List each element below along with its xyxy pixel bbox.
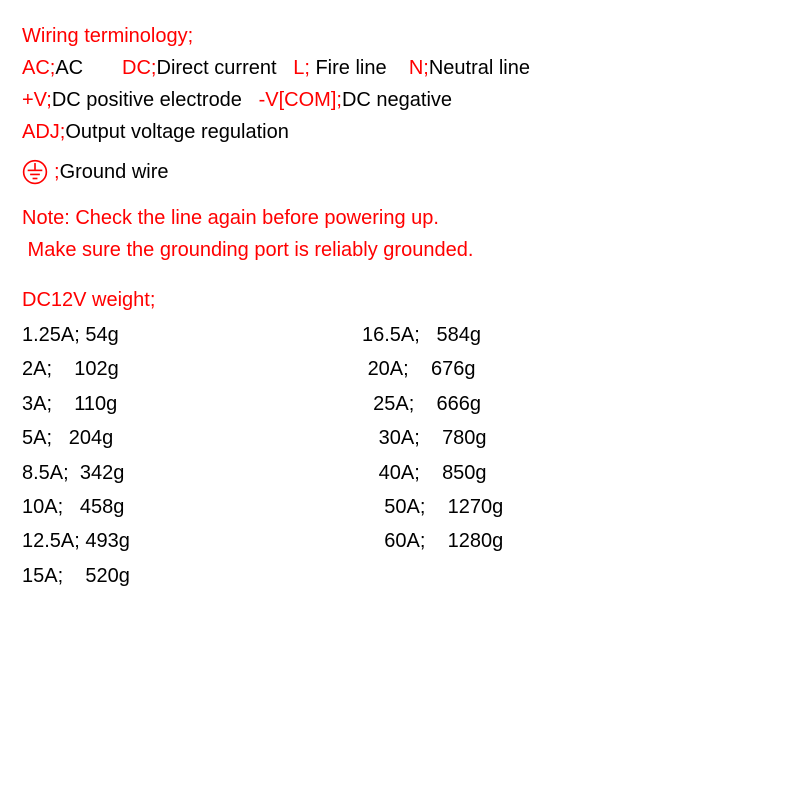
weight-value: 458g bbox=[80, 496, 125, 518]
adj-value: Output voltage regulation bbox=[65, 121, 289, 143]
negv-label: -V[COM]; bbox=[259, 89, 342, 111]
weight-row: 2A; 102g bbox=[22, 352, 362, 386]
weight-value: 493g bbox=[85, 530, 130, 552]
weight-amp: 5A; bbox=[22, 427, 52, 449]
note-line-1: Note: Check the line again before poweri… bbox=[22, 202, 780, 234]
weight-row: 1.25A; 54g bbox=[22, 318, 362, 352]
spacer bbox=[420, 324, 437, 346]
spacer bbox=[242, 89, 259, 111]
weight-amp: 20A; bbox=[368, 358, 409, 380]
weight-value: 204g bbox=[69, 427, 114, 449]
spacer bbox=[409, 358, 431, 380]
weight-value: 584g bbox=[437, 324, 482, 346]
weight-row: 50A; 1270g bbox=[362, 490, 503, 524]
weight-value: 850g bbox=[442, 462, 487, 484]
weight-amp: 3A; bbox=[22, 393, 52, 415]
weight-value: 520g bbox=[85, 565, 130, 587]
ground-value: Ground wire bbox=[60, 156, 169, 188]
weight-amp: 12.5A; bbox=[22, 530, 80, 552]
spacer bbox=[425, 496, 447, 518]
weight-amp: 30A; bbox=[379, 427, 420, 449]
weight-amp: 60A; bbox=[384, 530, 425, 552]
spacer bbox=[52, 358, 74, 380]
terminology-line-2: AC;AC DC;Direct current L; Fire line N;N… bbox=[22, 52, 780, 84]
ground-icon bbox=[22, 159, 48, 185]
weight-row: 12.5A; 493g bbox=[22, 524, 362, 558]
weight-row: 60A; 1280g bbox=[362, 524, 503, 558]
weight-row: 3A; 110g bbox=[22, 387, 362, 421]
weight-value: 54g bbox=[85, 324, 118, 346]
weight-amp: 15A; bbox=[22, 565, 63, 587]
weight-row: 30A; 780g bbox=[362, 421, 503, 455]
spacer bbox=[362, 462, 379, 484]
weight-value: 342g bbox=[80, 462, 125, 484]
spacer bbox=[420, 427, 442, 449]
dc-value: Direct current bbox=[157, 57, 277, 79]
spacer bbox=[387, 57, 409, 79]
note-line-2: Make sure the grounding port is reliably… bbox=[22, 234, 780, 266]
weight-row: 25A; 666g bbox=[362, 387, 503, 421]
negv-value: DC negative bbox=[342, 89, 452, 111]
weight-value: 780g bbox=[442, 427, 487, 449]
weight-row: 15A; 520g bbox=[22, 559, 362, 593]
weight-value: 102g bbox=[74, 358, 119, 380]
l-value: Fire line bbox=[310, 57, 387, 79]
weight-value: 110g bbox=[74, 393, 117, 415]
weight-value: 1270g bbox=[448, 496, 504, 518]
weights-col-1: 1.25A; 54g 2A; 102g 3A; 110g 5A; 204g 8.… bbox=[22, 318, 362, 593]
weight-amp: 25A; bbox=[373, 393, 414, 415]
spacer bbox=[420, 462, 442, 484]
weight-amp: 50A; bbox=[384, 496, 425, 518]
weight-amp: 2A; bbox=[22, 358, 52, 380]
terminology-line-3: +V;DC positive electrode -V[COM];DC nega… bbox=[22, 84, 780, 116]
weight-amp: 10A; bbox=[22, 496, 63, 518]
weights-col-2: 16.5A; 584g 20A; 676g 25A; 666g 30A; 780… bbox=[362, 318, 503, 593]
weight-row: 40A; 850g bbox=[362, 456, 503, 490]
weight-row: 8.5A; 342g bbox=[22, 456, 362, 490]
weight-value: 1280g bbox=[448, 530, 504, 552]
weight-row: 16.5A; 584g bbox=[362, 318, 503, 352]
posv-label: +V; bbox=[22, 89, 52, 111]
dc-label: DC; bbox=[122, 57, 156, 79]
posv-value: DC positive electrode bbox=[52, 89, 242, 111]
ground-row: ; Ground wire bbox=[22, 156, 780, 188]
spacer bbox=[362, 393, 373, 415]
weight-amp: 40A; bbox=[379, 462, 420, 484]
weight-amp: 16.5A; bbox=[362, 324, 420, 346]
spacer bbox=[69, 462, 80, 484]
weight-row: 10A; 458g bbox=[22, 490, 362, 524]
spacer bbox=[425, 530, 447, 552]
spacer bbox=[52, 393, 74, 415]
spacer bbox=[362, 496, 384, 518]
spacer bbox=[277, 57, 294, 79]
weight-value: 666g bbox=[437, 393, 482, 415]
weight-amp: 1.25A; bbox=[22, 324, 80, 346]
n-value: Neutral line bbox=[429, 57, 530, 79]
n-label: N; bbox=[409, 57, 429, 79]
weights-header: DC12V weight; bbox=[22, 284, 780, 316]
spacer bbox=[414, 393, 436, 415]
spacer bbox=[83, 57, 122, 79]
terminology-line-4: ADJ;Output voltage regulation bbox=[22, 116, 780, 148]
weight-row: 5A; 204g bbox=[22, 421, 362, 455]
ac-value: AC bbox=[55, 57, 83, 79]
l-label: L; bbox=[293, 57, 310, 79]
weight-row: 20A; 676g bbox=[362, 352, 503, 386]
spacer bbox=[362, 427, 379, 449]
spacer bbox=[63, 496, 80, 518]
ac-label: AC; bbox=[22, 57, 55, 79]
weight-value: 676g bbox=[431, 358, 476, 380]
spacer bbox=[362, 530, 384, 552]
terminology-header: Wiring terminology; bbox=[22, 20, 780, 52]
weight-amp: 8.5A; bbox=[22, 462, 69, 484]
spacer bbox=[52, 427, 69, 449]
weights-table: 1.25A; 54g 2A; 102g 3A; 110g 5A; 204g 8.… bbox=[22, 318, 780, 593]
adj-label: ADJ; bbox=[22, 121, 65, 143]
spacer bbox=[63, 565, 85, 587]
